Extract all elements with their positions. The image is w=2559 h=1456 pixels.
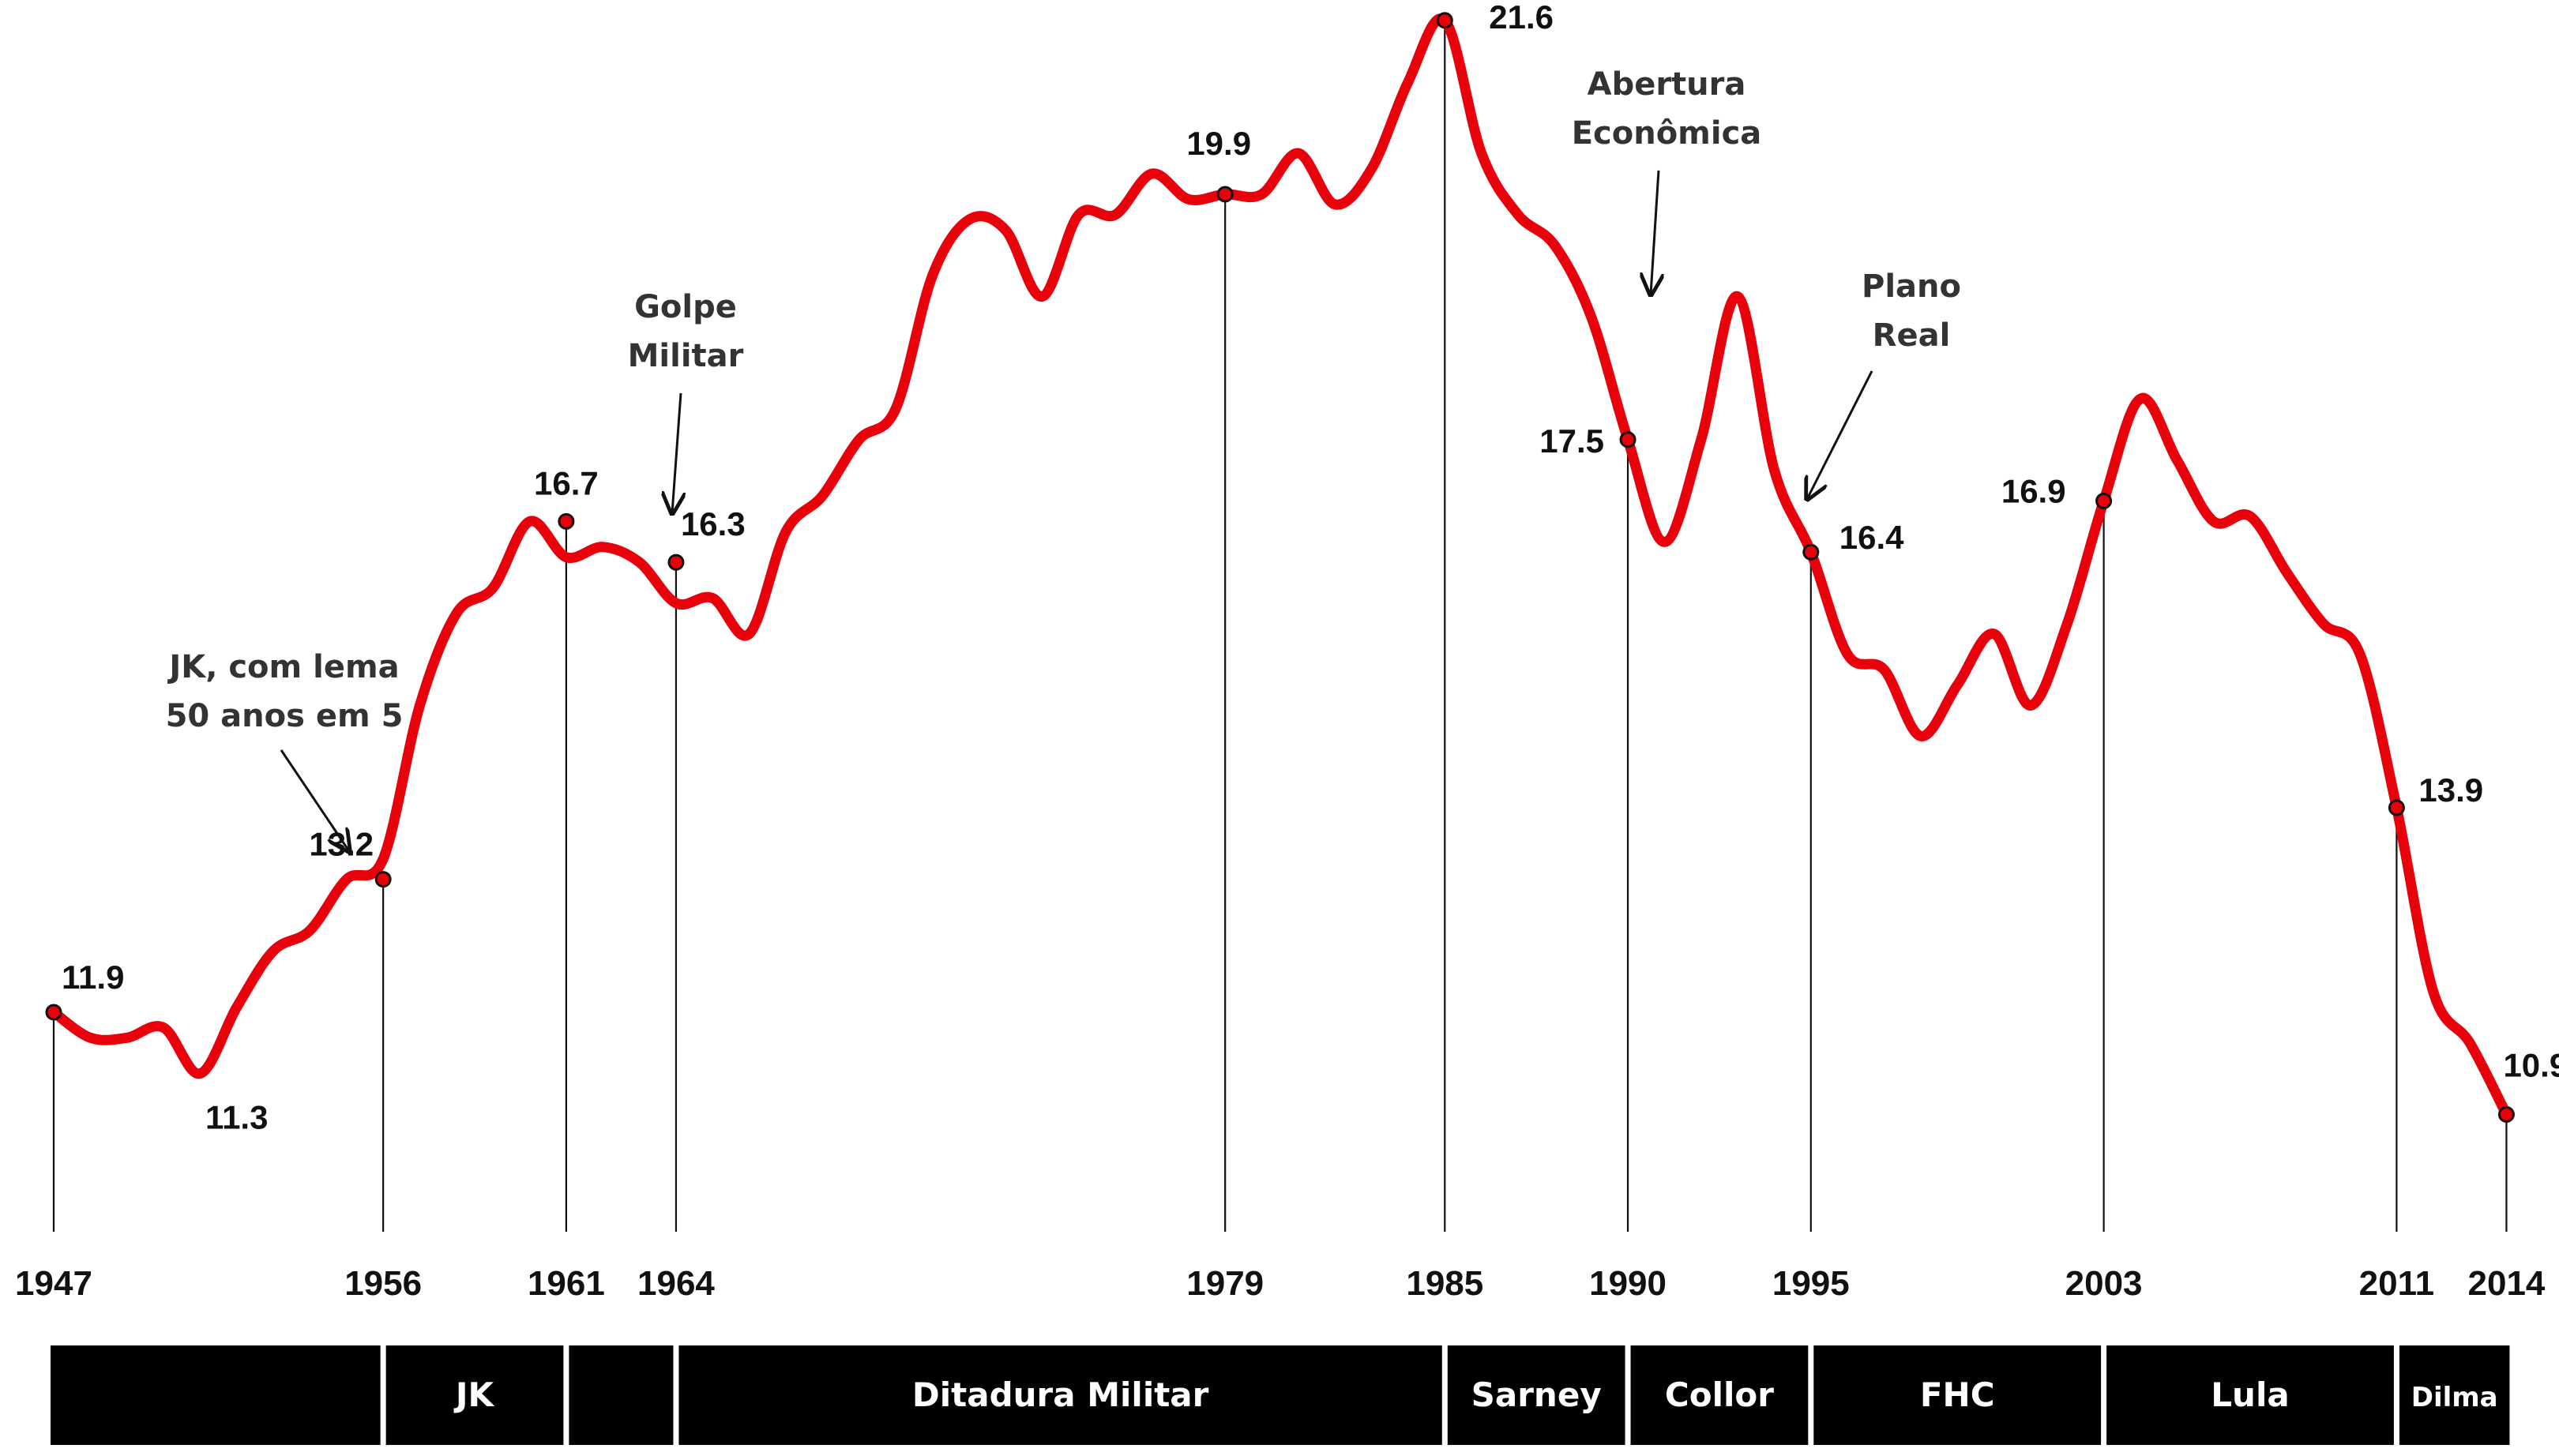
annotation-text: Abertura <box>1588 66 1746 103</box>
x-tick-label: 2011 <box>2359 1264 2434 1303</box>
period-box <box>385 1345 564 1445</box>
x-tick-label: 1956 <box>344 1264 422 1303</box>
period-box <box>1813 1345 2102 1445</box>
data-value-label: 13.2 <box>309 826 374 863</box>
period-segment: Dilma <box>2399 1345 2510 1445</box>
data-point-marker <box>1619 431 1636 448</box>
period-segment <box>51 1345 381 1445</box>
period-label: JK <box>453 1375 495 1414</box>
data-value-label: 10.9 <box>2503 1046 2559 1083</box>
event-annotation: Plano Real <box>1807 268 1961 499</box>
data-value-label: 16.4 <box>1839 519 1904 556</box>
annotation-text: Econômica <box>1572 115 1762 152</box>
x-tick-label: 2014 <box>2468 1264 2546 1303</box>
data-value-label: 21.6 <box>1489 0 1554 36</box>
data-point-marker <box>45 1004 62 1021</box>
data-point-marker <box>2388 799 2405 816</box>
data-value-label: 17.5 <box>1539 422 1604 460</box>
data-value-label: 11.3 <box>205 1099 268 1136</box>
period-segment: Lula <box>2106 1345 2394 1445</box>
period-box <box>51 1345 381 1445</box>
period-box <box>2399 1345 2510 1445</box>
data-value-label: 16.7 <box>534 464 599 501</box>
annotation-text: JK, com lema <box>167 649 399 685</box>
data-value-label: 11.9 <box>62 959 124 996</box>
period-box <box>1447 1345 1625 1445</box>
data-point-marker <box>1436 12 1453 29</box>
data-point-marker <box>558 512 575 530</box>
period-label: Ditadura Militar <box>912 1375 1209 1414</box>
period-label: Dilma <box>2411 1382 2498 1413</box>
period-label: Lula <box>2211 1375 2289 1414</box>
presidential-period-bar: JK Ditadura Militar Sarney Collor FHC Lula Dil… <box>51 1345 2510 1445</box>
annotation-arrow <box>672 392 681 513</box>
data-value-label: 19.9 <box>1186 125 1251 162</box>
period-box <box>2106 1345 2394 1445</box>
drop-lines <box>52 20 2508 1232</box>
period-segment: Ditadura Militar <box>678 1345 1442 1445</box>
data-value-label: 16.9 <box>2001 472 2066 509</box>
annotation-arrow <box>1651 170 1659 295</box>
annotation-arrow <box>280 749 349 851</box>
period-segment: Collor <box>1630 1345 1809 1445</box>
series-line-layer <box>48 13 2512 1120</box>
period-label: Collor <box>1665 1375 1774 1414</box>
annotation-text: Militar <box>628 338 744 374</box>
x-tick-label: 1947 <box>15 1264 92 1303</box>
data-point-marker <box>374 871 392 888</box>
year-tick-labels: 1947 1956 1961 1964 1979 1985 1990 1995 2003 2011… <box>15 1264 2546 1303</box>
series-line <box>48 13 2512 1120</box>
event-annotation: Golpe Militar <box>628 289 744 513</box>
data-value-label: 16.3 <box>681 505 746 542</box>
event-annotation: Abertura Econômica <box>1572 66 1762 295</box>
period-box <box>569 1345 674 1445</box>
x-tick-label: 1979 <box>1186 1264 1264 1303</box>
value-labels: 11.9 13.2 16.7 16.3 19.9 21.6 17.5 16.4 16.9 13.9… <box>62 0 2559 1136</box>
x-tick-label: 1990 <box>1589 1264 1667 1303</box>
x-tick-label: 1995 <box>1772 1264 1850 1303</box>
data-value-label: 13.9 <box>2418 771 2483 809</box>
period-label: Sarney <box>1471 1375 1602 1414</box>
data-point-marker <box>2095 492 2113 509</box>
annotation-text: Golpe <box>634 289 737 325</box>
annotation-text: 50 anos em 5 <box>166 698 404 734</box>
x-tick-label: 1961 <box>528 1264 605 1303</box>
event-annotations: JK, com lema 50 anos em 5 Golpe Militar Aber… <box>166 66 1961 851</box>
x-tick-label: 2003 <box>2065 1264 2143 1303</box>
period-segment: FHC <box>1813 1345 2102 1445</box>
period-box <box>1630 1345 1809 1445</box>
period-box <box>678 1345 1442 1445</box>
period-segment: Sarney <box>1447 1345 1625 1445</box>
period-label: FHC <box>1920 1375 1995 1414</box>
data-point-marker <box>667 554 685 571</box>
period-segment: JK <box>385 1345 564 1445</box>
x-tick-label: 1964 <box>637 1264 715 1303</box>
annotation-text: Plano <box>1862 268 1961 305</box>
data-point-marker <box>1216 186 1234 203</box>
annotation-arrow <box>1807 370 1873 499</box>
data-point-marker <box>2497 1105 2515 1123</box>
event-annotation: JK, com lema 50 anos em 5 <box>166 649 404 851</box>
period-segment <box>569 1345 674 1445</box>
annotation-text: Real <box>1873 317 1951 354</box>
highlight-points <box>45 12 2515 1123</box>
data-point-marker <box>1802 543 1820 561</box>
x-tick-label: 1985 <box>1406 1264 1483 1303</box>
